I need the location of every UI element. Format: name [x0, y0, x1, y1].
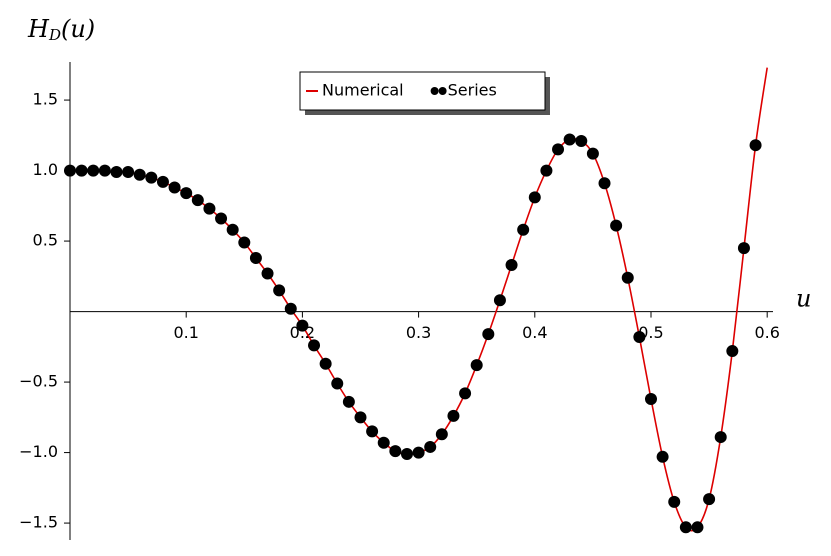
y-label-rest: (u) [61, 15, 95, 43]
point [656, 450, 669, 463]
point [133, 168, 146, 181]
point [749, 139, 762, 152]
point [540, 164, 553, 177]
point [273, 284, 286, 297]
point [586, 147, 599, 160]
point [703, 493, 716, 506]
point [552, 143, 565, 156]
point [87, 164, 100, 177]
legend: Numerical Series [299, 71, 550, 115]
point [354, 411, 367, 424]
point [575, 134, 588, 147]
point [505, 259, 518, 272]
point [598, 177, 611, 190]
point [319, 357, 332, 370]
point [668, 495, 681, 508]
point [331, 377, 344, 390]
y-label-sub: D [48, 26, 61, 44]
point [633, 330, 646, 343]
legend-box [299, 71, 546, 111]
point [342, 395, 355, 408]
point [296, 319, 309, 332]
y-tick-label: 1.0 [33, 160, 58, 179]
point [424, 440, 437, 453]
point [238, 236, 251, 249]
point [64, 164, 76, 177]
y-tick-label: −1.0 [19, 442, 58, 461]
point [517, 223, 530, 236]
x-tick-label: 0.4 [522, 323, 547, 342]
point [203, 202, 216, 215]
point [389, 445, 402, 458]
x-tick-label: 0.6 [754, 323, 779, 342]
point [145, 171, 158, 184]
legend-swatch [438, 87, 447, 95]
legend-swatch [430, 87, 439, 95]
legend-label: Numerical [322, 81, 404, 100]
point [110, 165, 123, 178]
point [447, 409, 460, 422]
x-tick-label: 0.3 [406, 323, 431, 342]
point [226, 223, 239, 236]
point [459, 387, 472, 400]
y-tick-label: −0.5 [19, 372, 58, 391]
point [679, 521, 692, 534]
point [191, 194, 204, 207]
legend-label: Series [448, 81, 497, 100]
point [215, 212, 228, 225]
point [261, 267, 274, 280]
point [621, 271, 634, 284]
y-tick-label: 1.5 [33, 90, 58, 109]
point [284, 302, 297, 315]
point [644, 392, 657, 405]
point [563, 133, 576, 146]
point [377, 436, 390, 449]
point [98, 164, 111, 177]
point [528, 191, 541, 204]
point [168, 181, 181, 194]
point [726, 345, 739, 358]
point [691, 521, 704, 534]
y-tick-label: −1.5 [19, 513, 58, 532]
point [714, 431, 727, 444]
x-axis-label: u [796, 285, 811, 313]
y-label-main: H [27, 15, 50, 43]
point [180, 187, 193, 200]
point [400, 447, 413, 460]
point [482, 328, 495, 341]
point [493, 294, 506, 307]
point [412, 446, 425, 459]
point [308, 339, 321, 352]
point [366, 425, 379, 438]
y-axis-label: HD(u) [27, 15, 95, 45]
y-tick-label: 0.5 [33, 231, 58, 250]
point [435, 428, 448, 441]
point [249, 251, 262, 264]
point [610, 219, 623, 232]
point [156, 175, 169, 188]
point [75, 164, 88, 177]
point [737, 242, 750, 255]
point [122, 165, 135, 178]
x-tick-label: 0.1 [173, 323, 198, 342]
point [470, 359, 483, 372]
